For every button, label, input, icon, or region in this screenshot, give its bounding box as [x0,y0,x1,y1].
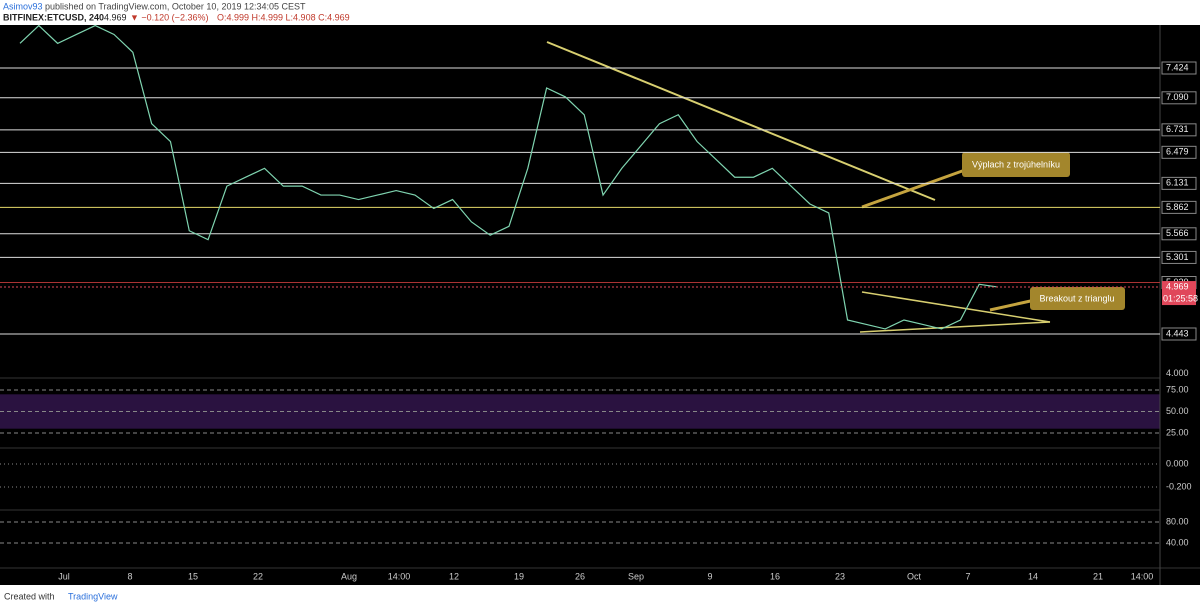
level-label: 7.424 [1166,62,1189,72]
level-label: 6.131 [1166,178,1189,188]
x-label: 12 [449,571,459,581]
level-label: 5.566 [1166,228,1189,238]
indicator-tick: 50.00 [1166,406,1189,416]
level-label: 5.862 [1166,202,1189,212]
annotation: Breakout z trianglu [1039,293,1114,303]
level-label: 4.443 [1166,328,1189,338]
indicator-tick: 40.00 [1166,537,1189,547]
x-label: Aug [341,571,357,581]
last-price: 4.969 [104,12,127,22]
x-label: 22 [253,571,263,581]
x-label: 14:00 [1131,571,1154,581]
triangle-line [861,291,1051,323]
x-label: Oct [907,571,922,581]
x-label: 15 [188,571,198,581]
published: published on TradingView.com, October 10… [45,1,306,11]
level-box [1161,176,1197,190]
x-label: 23 [835,571,845,581]
change: ▼ −0.120 (−2.36%) [130,12,208,22]
x-label: 8 [127,571,132,581]
x-label: Sep [628,571,644,581]
annotation-box [1030,287,1125,310]
level-label: 6.479 [1166,147,1189,157]
level-label: 7.090 [1166,92,1189,102]
x-label: Jul [58,571,70,581]
author[interactable]: Asimov93 [3,1,43,11]
level-label: 5.301 [1166,252,1189,262]
arrow [989,298,1036,312]
indicator-tick: 0.000 [1166,458,1189,468]
price-line [19,24,999,330]
countdown: 01:25:58 [1163,293,1198,303]
indicator-tick: 75.00 [1166,384,1189,394]
level-box [1161,227,1197,241]
indicator-tick: 25.00 [1166,427,1189,437]
x-label: 9 [707,571,712,581]
annotation-box [962,152,1070,177]
x-label: 7 [965,571,970,581]
x-label: 16 [770,571,780,581]
footer-text: Created with [4,591,55,601]
current-box [1162,281,1196,306]
level-box [1161,61,1197,75]
rsi-band [0,394,1160,429]
arrow [861,168,966,209]
level-box [1161,200,1197,214]
level-box [1161,250,1197,264]
triangle-line [859,321,1051,333]
chart-bg [0,25,1200,585]
footer-brand[interactable]: TradingView [68,591,118,601]
x-label: 14:00 [388,571,411,581]
indicator-tick: 80.00 [1166,516,1189,526]
x-label: 14 [1028,571,1038,581]
symbol: BITFINEX:ETCUSD, 240 [3,12,104,22]
level-box [1161,91,1197,105]
current-label: 4.969 [1166,281,1189,291]
x-label: 21 [1093,571,1103,581]
level-label: 6.731 [1166,124,1189,134]
annotation: Výplach z trojúhelníku [972,159,1060,169]
level-box [1161,145,1197,159]
indicator-tick: -0.200 [1166,481,1192,491]
level-box [1161,123,1197,137]
ohlc: O:4.999 H:4.999 L:4.908 C:4.969 [217,12,350,22]
x-label: 26 [575,571,585,581]
level-box [1161,327,1197,341]
price-tick-label: 4.000 [1166,368,1189,378]
x-label: 19 [514,571,524,581]
